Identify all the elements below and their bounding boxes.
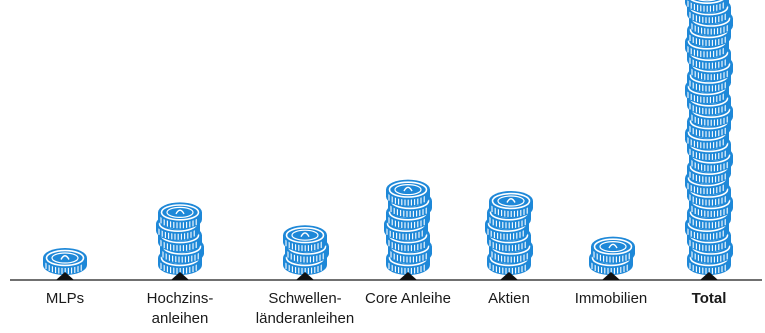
category-label: Aktien	[488, 290, 530, 307]
category-label: Schwellen-länderanleihen	[256, 290, 354, 327]
axis-marker	[500, 272, 518, 280]
axis-marker	[296, 272, 314, 280]
category-label: Total	[692, 290, 727, 307]
axis-markers	[56, 272, 718, 280]
category-label: Core Anleihe	[365, 290, 451, 307]
category-label: Hochzins-anleihen	[147, 290, 214, 327]
axis-marker	[700, 272, 718, 280]
coin-stack	[485, 191, 533, 275]
axis-marker	[171, 272, 189, 280]
coin-stack	[685, 0, 733, 275]
coin	[158, 202, 202, 230]
coin-stack	[384, 179, 432, 275]
coin	[283, 225, 327, 253]
coin-stack	[589, 236, 635, 275]
coin-stack	[283, 225, 329, 275]
coin	[43, 248, 87, 275]
category-label: MLPs	[46, 290, 84, 307]
coin	[591, 236, 635, 264]
coin	[386, 179, 430, 207]
category-label: Immobilien	[575, 290, 648, 307]
axis-marker	[399, 272, 417, 280]
coin-stack	[156, 202, 204, 275]
coin	[489, 191, 533, 218]
axis-marker	[602, 272, 620, 280]
category-labels: MLPs Hochzins-anleihen Schwellen-länderanl…	[46, 290, 727, 327]
axis-marker	[56, 272, 74, 280]
coin	[685, 0, 729, 13]
coin-stacks	[43, 0, 733, 275]
coin-stack	[43, 248, 87, 275]
